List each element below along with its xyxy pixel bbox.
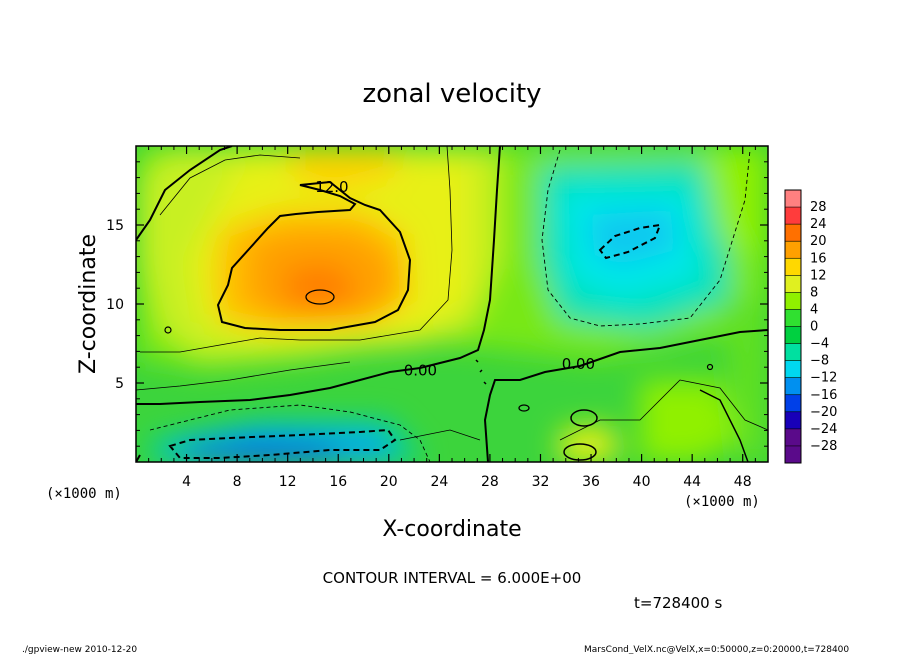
colorbar-cell — [785, 207, 801, 225]
colorbar-cell — [785, 394, 801, 413]
colorbar-cell — [785, 360, 801, 379]
x-tick-label: 12 — [279, 474, 297, 490]
x-tick-label: 16 — [329, 474, 347, 490]
y-tick-label: 10 — [106, 297, 124, 313]
x-tick-label: 28 — [481, 474, 499, 490]
time-label: t=728400 s — [634, 594, 722, 612]
colorbar-cell — [785, 275, 801, 293]
y-tick-label: 5 — [115, 376, 124, 392]
colorbar-label: −12 — [810, 371, 837, 386]
colorbar-cell — [785, 309, 801, 327]
colorbar-label: 4 — [810, 302, 818, 317]
colorbar-label: −8 — [810, 354, 829, 369]
colorbar-cell — [785, 292, 801, 310]
footer-left: ./gpview-new 2010-12-20 — [22, 645, 137, 654]
colorbar-cell — [785, 428, 801, 447]
colorbar-cell — [785, 377, 801, 396]
footer-right: MarsCond_VelX.nc@VelX,x=0:50000,z=0:2000… — [584, 645, 849, 654]
colorbar-cell — [785, 411, 801, 430]
colorbar-label: 16 — [810, 251, 827, 266]
colorbar-cell — [785, 343, 801, 362]
colorbar-label: −24 — [810, 422, 837, 437]
x-axis-label: X-coordinate — [382, 517, 521, 542]
x-unit-right: (×1000 m) — [684, 494, 760, 510]
contour-label-group: 12.0 0.00 0.00 — [315, 178, 595, 380]
chart-title: zonal velocity — [362, 79, 541, 109]
x-tick-label: 40 — [633, 474, 651, 490]
colorbar-label: 12 — [810, 268, 827, 283]
colorbar-cell — [785, 224, 801, 242]
y-axis-label: Z-coordinate — [76, 234, 101, 374]
colorbar: 28 24 20 16 12 8 4 0 −4 −8 −12 −16 −20 −24 −28 — [784, 189, 837, 464]
colorbar-label: 20 — [810, 234, 827, 249]
colorbar-label: −4 — [810, 337, 829, 352]
x-tick-label: 20 — [380, 474, 398, 490]
y-tick-label: 15 — [106, 218, 124, 234]
x-tick-label: 48 — [734, 474, 752, 490]
colorbar-label: 24 — [810, 217, 827, 232]
colorbar-label: 0 — [810, 320, 818, 335]
contour-interval-text: CONTOUR INTERVAL = 6.000E+00 — [323, 569, 582, 587]
x-tick-label: 36 — [582, 474, 600, 490]
colorbar-cell — [785, 445, 801, 464]
colorbar-label: −16 — [810, 388, 837, 403]
x-tick-label: 4 — [182, 474, 191, 490]
x-axis-ticks: 4 8 12 16 20 24 28 32 36 40 44 48 — [148, 146, 756, 490]
x-tick-label: 24 — [430, 474, 448, 490]
contour-label: 0.00 — [404, 362, 437, 380]
y-axis-ticks: 5 10 15 — [106, 161, 768, 447]
colorbar-cell — [785, 190, 801, 208]
colorbar-label: 8 — [810, 285, 818, 300]
contour-label: 12.0 — [315, 178, 348, 196]
colorbar-cell — [785, 241, 801, 259]
x-tick-label: 8 — [233, 474, 242, 490]
colorbar-label: 28 — [810, 200, 827, 215]
colorbar-label: −28 — [810, 439, 837, 454]
x-tick-label: 32 — [532, 474, 550, 490]
field-shading — [136, 146, 768, 462]
contour-lines — [136, 146, 768, 462]
contour-label: 0.00 — [562, 355, 595, 373]
colorbar-cell — [785, 258, 801, 276]
x-unit-left: (×1000 m) — [46, 486, 122, 502]
x-tick-label: 44 — [683, 474, 701, 490]
plot-field — [136, 146, 768, 462]
colorbar-cell — [785, 326, 801, 345]
colorbar-label: −20 — [810, 405, 837, 420]
